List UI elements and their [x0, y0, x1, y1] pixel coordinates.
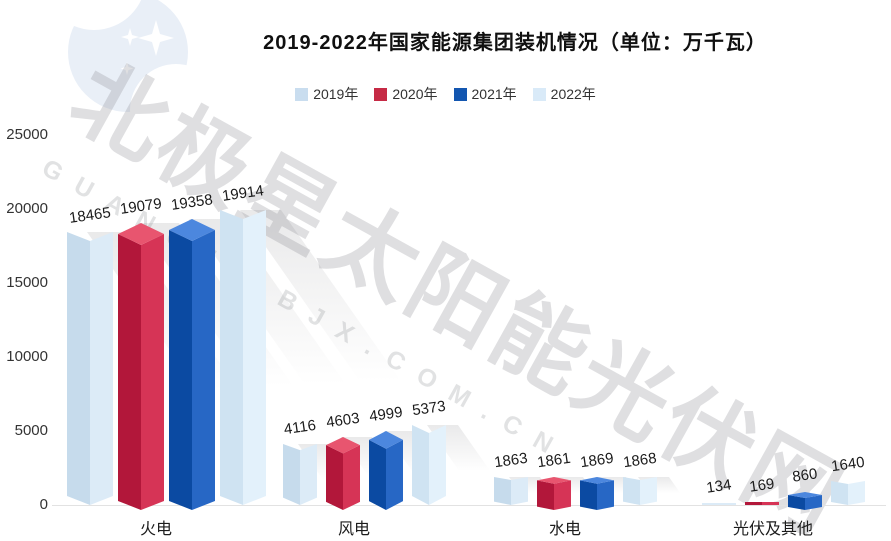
bar-2020年-风电 [325, 437, 360, 510]
legend-swatch-icon [532, 87, 546, 101]
legend-item-2022年: 2022年 [532, 84, 596, 104]
bar-2019年-风电 [282, 444, 317, 505]
bar-2019年-水电 [493, 477, 528, 505]
y-tick-label: 20000 [6, 200, 48, 217]
chart-legend: 2019年 2020年 2021年 2022年 [0, 84, 891, 104]
chart-title: 2019-2022年国家能源集团装机情况（单位：万千瓦） [263, 32, 767, 54]
bar-2021年-风电 [368, 431, 403, 510]
y-tick-label: 15000 [6, 274, 48, 291]
legend-label: 2022年 [550, 86, 596, 102]
legend-label: 2021年 [471, 86, 517, 102]
x-axis-line [52, 505, 886, 506]
bar-2022年-风电 [411, 425, 446, 505]
bar-2020年-水电 [536, 477, 571, 510]
legend-label: 2020年 [392, 86, 438, 102]
y-tick-label: 25000 [6, 126, 48, 143]
bar-2022年-光伏及其他 [830, 481, 865, 505]
y-tick-label: 10000 [6, 348, 48, 365]
bar-2019年-光伏及其他 [701, 503, 736, 505]
legend-item-2019年: 2019年 [295, 84, 358, 104]
legend-swatch-icon [295, 87, 309, 101]
y-tick-label: 0 [39, 496, 48, 513]
bar-2020年-光伏及其他 [744, 502, 779, 505]
bar-2022年-火电 [219, 210, 266, 505]
bar-2021年-光伏及其他 [787, 492, 822, 510]
category-label-水电: 水电 [548, 521, 581, 538]
legend-swatch-icon [374, 87, 388, 101]
category-label-火电: 火电 [139, 521, 172, 538]
category-label-风电: 风电 [337, 521, 370, 538]
category-label-光伏及其他: 光伏及其他 [732, 521, 813, 538]
bar-2020年-火电 [117, 223, 164, 510]
legend-item-2020年: 2020年 [374, 84, 438, 104]
legend-swatch-icon [453, 87, 467, 101]
y-tick-label: 5000 [14, 422, 48, 439]
value-label-2022年-光伏及其他: 1640 [829, 453, 866, 476]
bar-2019年-火电 [66, 232, 113, 505]
value-label-2022年-火电: 19914 [220, 182, 265, 205]
bar-2021年-火电 [168, 219, 215, 510]
bar-2022年-水电 [622, 477, 657, 505]
legend-item-2021年: 2021年 [453, 84, 517, 104]
legend-label: 2019年 [313, 86, 359, 102]
bar-2021年-水电 [579, 477, 614, 510]
